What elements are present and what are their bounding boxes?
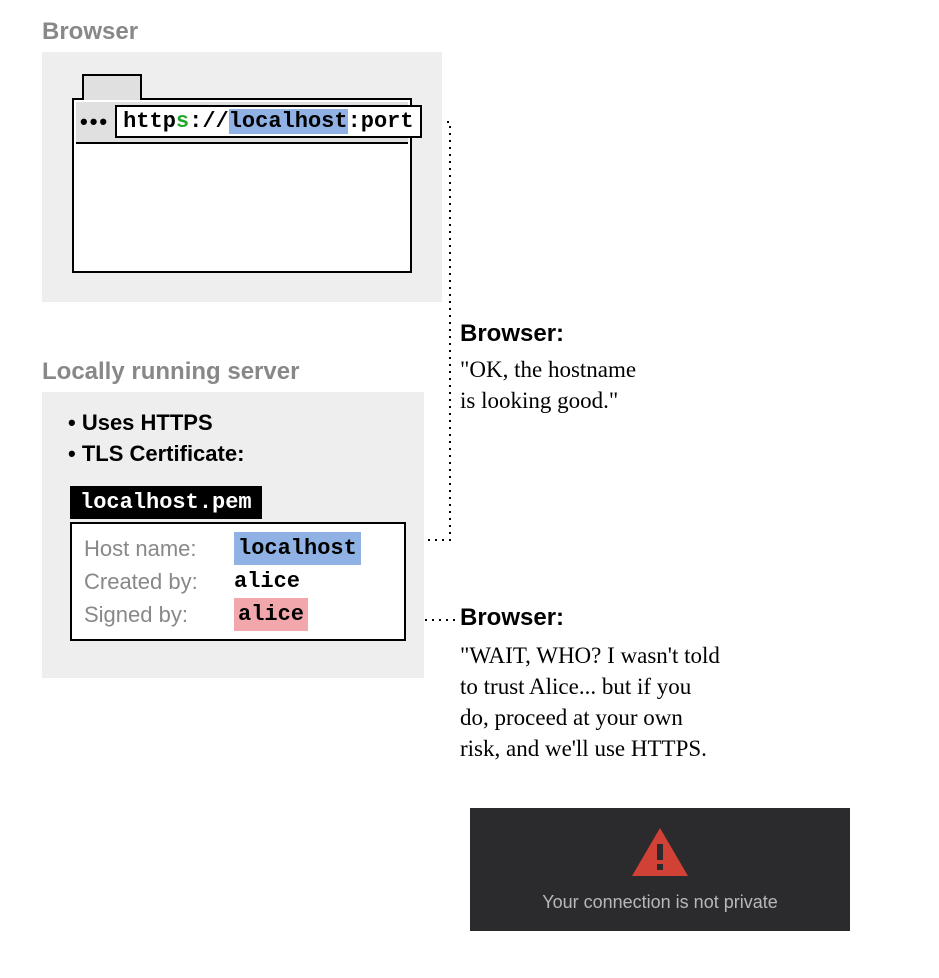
toolbar-dots: ••• bbox=[80, 109, 109, 135]
privacy-warning-card: Your connection is not private bbox=[470, 808, 850, 931]
url-host: localhost bbox=[229, 109, 348, 134]
url-port-sep: : bbox=[348, 109, 361, 134]
cert-row-signedby: Signed by: alice bbox=[84, 598, 392, 631]
annotation2-heading: Browser: bbox=[460, 604, 564, 632]
cert-val-signedby: alice bbox=[234, 598, 308, 631]
server-panel-label: Locally running server bbox=[42, 358, 299, 386]
server-bullets: Uses HTTPS TLS Certificate: bbox=[68, 408, 244, 470]
annotation1-text: "OK, the hostname is looking good." bbox=[460, 354, 636, 416]
bullet-https: Uses HTTPS bbox=[68, 408, 244, 439]
browser-content bbox=[76, 142, 408, 269]
cert-val-hostname: localhost bbox=[234, 532, 361, 565]
url-s: s bbox=[176, 109, 189, 134]
cert-label-hostname: Host name: bbox=[84, 532, 224, 565]
address-row: ••• https://localhost:port bbox=[80, 105, 404, 138]
cert-val-createdby: alice bbox=[234, 565, 300, 598]
certificate-box: Host name: localhost Created by: alice S… bbox=[70, 522, 406, 641]
cert-row-hostname: Host name: localhost bbox=[84, 532, 392, 565]
annotation1-heading: Browser: bbox=[460, 320, 564, 348]
bullet-cert: TLS Certificate: bbox=[68, 439, 244, 470]
url-http: http bbox=[123, 109, 176, 134]
pem-filename: localhost.pem bbox=[70, 486, 262, 519]
warning-triangle-icon bbox=[630, 826, 690, 878]
annotation2-text: "WAIT, WHO? I wasn't told to trust Alice… bbox=[460, 640, 880, 764]
browser-window: ••• https://localhost:port bbox=[72, 98, 412, 273]
cert-label-createdby: Created by: bbox=[84, 565, 224, 598]
cert-row-createdby: Created by: alice bbox=[84, 565, 392, 598]
url-port: port bbox=[361, 109, 414, 134]
address-bar[interactable]: https://localhost:port bbox=[115, 105, 421, 138]
warning-message: Your connection is not private bbox=[470, 892, 850, 913]
browser-tab bbox=[82, 74, 142, 100]
url-sep: :// bbox=[189, 109, 229, 134]
cert-label-signedby: Signed by: bbox=[84, 598, 224, 631]
browser-panel-label: Browser bbox=[42, 18, 138, 46]
